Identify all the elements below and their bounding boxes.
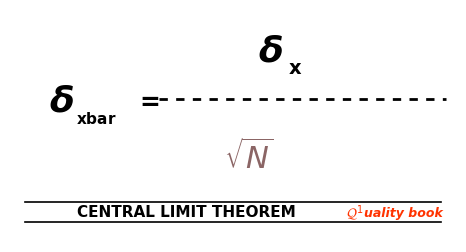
Text: $\mathbf{xbar}$: $\mathbf{xbar}$ (76, 111, 116, 127)
Text: CENTRAL LIMIT THEOREM: CENTRAL LIMIT THEOREM (77, 205, 296, 219)
Text: uality book: uality book (363, 206, 442, 219)
Text: $\boldsymbol{\delta}$: $\boldsymbol{\delta}$ (49, 84, 74, 118)
Text: $\sqrt{\mathit{N}}$: $\sqrt{\mathit{N}}$ (224, 139, 274, 175)
Text: $\mathbf{=}$: $\mathbf{=}$ (135, 89, 160, 113)
Text: $\mathcal{Q}^{1}$: $\mathcal{Q}^{1}$ (346, 203, 364, 222)
Text: $\mathbf{x}$: $\mathbf{x}$ (288, 59, 302, 78)
Text: $\boldsymbol{\delta}$: $\boldsymbol{\delta}$ (258, 34, 282, 68)
